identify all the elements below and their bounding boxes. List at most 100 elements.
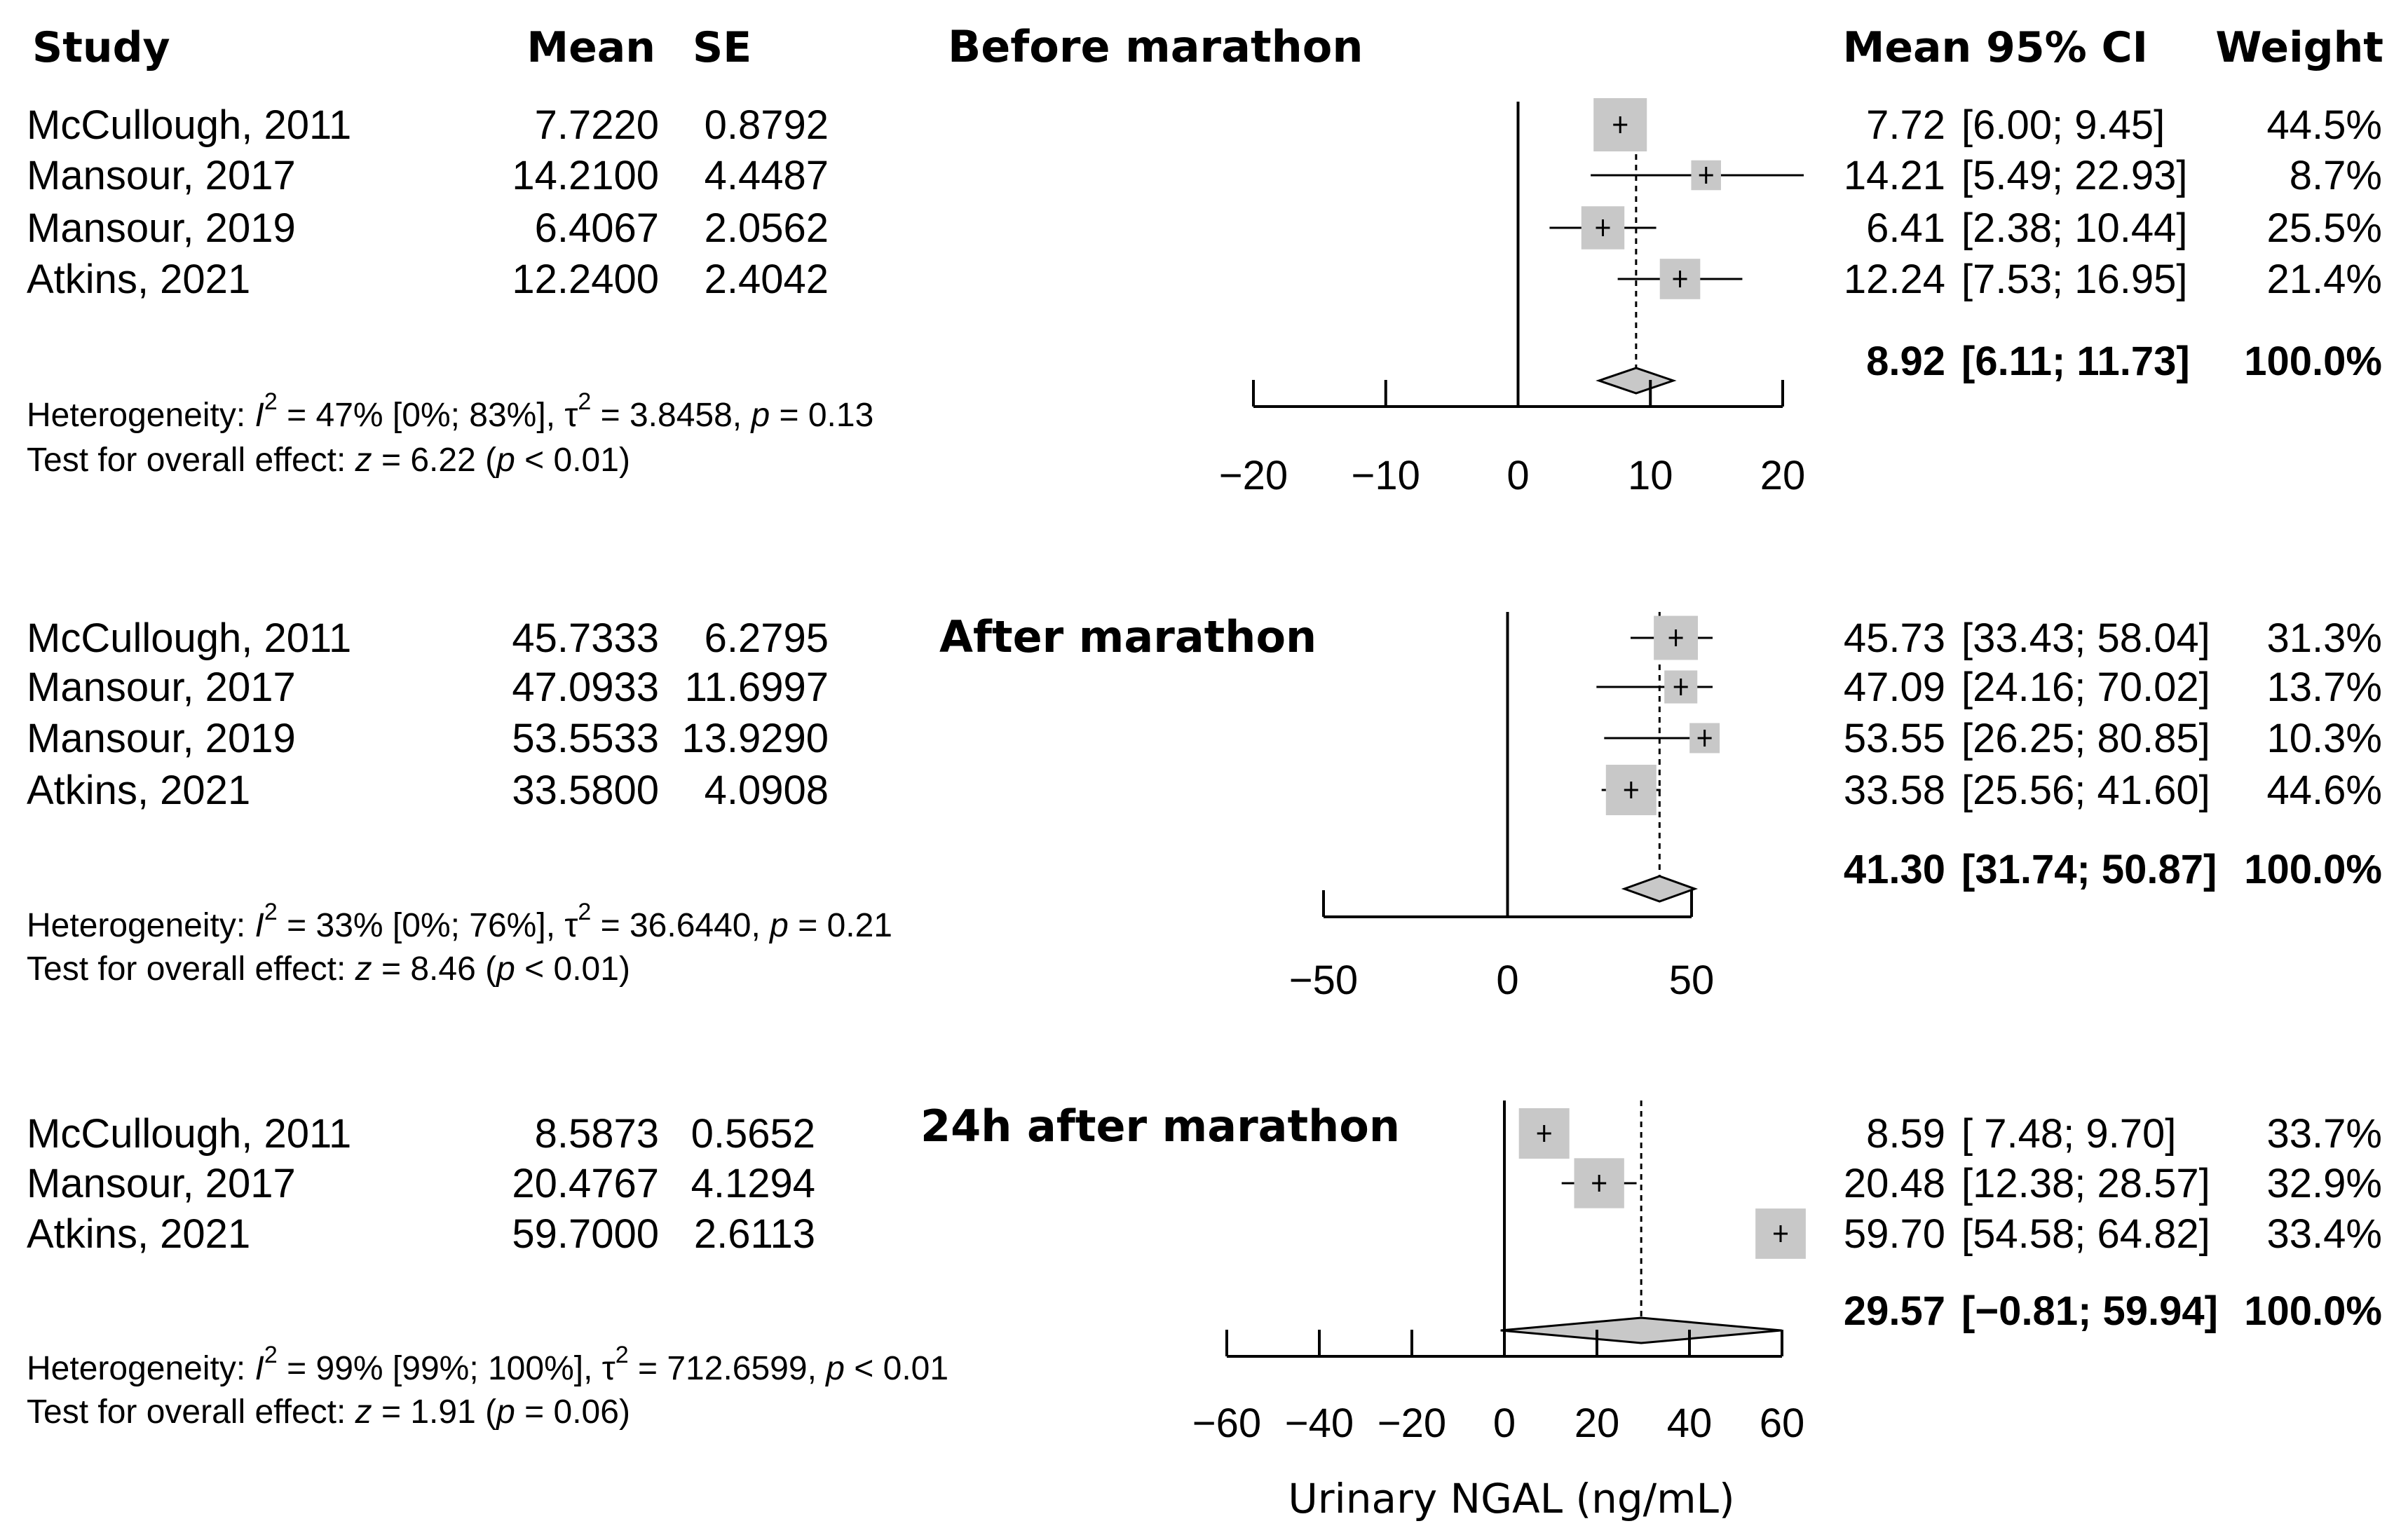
x-tick-label: −20 <box>1378 1401 1446 1446</box>
p-symbol: p <box>495 442 515 479</box>
study-weight: 33.4% <box>2267 1211 2382 1257</box>
heterogeneity-label: Heterogeneity: <box>27 397 255 434</box>
overall-effect-text: Test for overall effect: z = 1.91 (p = 0… <box>27 1394 630 1431</box>
z-symbol: z <box>355 442 372 479</box>
study-name: Atkins, 2021 <box>27 1211 250 1257</box>
z-value: = 8.46 ( <box>372 950 496 988</box>
summary-estimate: 41.30 <box>1844 847 1945 892</box>
overall-effect-label: Test for overall effect: <box>27 1394 355 1431</box>
study-mean: 33.5800 <box>512 768 659 813</box>
study-ci: [5.49; 22.93] <box>1961 153 2187 198</box>
study-mean: 12.2400 <box>512 257 659 302</box>
study-name: McCullough, 2011 <box>27 1111 351 1157</box>
study-estimate: 20.48 <box>1844 1161 1945 1206</box>
z-value: = 1.91 ( <box>372 1394 496 1431</box>
overall-effect-text: Test for overall effect: z = 6.22 (p < 0… <box>27 442 630 479</box>
study-estimate: 12.24 <box>1844 257 1945 302</box>
x-tick-label: 20 <box>1760 453 1806 498</box>
x-tick-label: 0 <box>1506 453 1529 498</box>
summary-diamond <box>1596 367 1677 395</box>
study-se: 2.4042 <box>705 257 829 302</box>
study-name: McCullough, 2011 <box>27 615 351 661</box>
heterogeneity-text: Heterogeneity: I2 = 33% [0%; 76%], τ2 = … <box>27 899 892 944</box>
p-value: < 0.01) <box>515 442 630 479</box>
x-tick-label: 60 <box>1760 1401 1805 1446</box>
study-estimate: 14.21 <box>1844 153 1945 198</box>
overall-effect-label: Test for overall effect: <box>27 442 355 479</box>
summary-ci: [31.74; 50.87] <box>1961 847 2217 892</box>
heterogeneity-text: Heterogeneity: I2 = 99% [99%; 100%], τ2 … <box>27 1342 948 1387</box>
panel-title: 24h after marathon <box>920 1101 1400 1152</box>
study-se: 2.0562 <box>705 205 829 251</box>
study-se: 0.8792 <box>705 102 829 148</box>
study-weight: 10.3% <box>2267 716 2382 761</box>
tau-symbol: τ <box>602 1350 615 1387</box>
study-mean: 14.2100 <box>512 153 659 198</box>
study-ci: [25.56; 41.60] <box>1961 768 2210 813</box>
study-weight: 33.7% <box>2267 1111 2382 1157</box>
x-axis-label: Urinary NGAL (ng/mL) <box>1288 1475 1734 1522</box>
study-mean: 45.7333 <box>512 615 659 661</box>
header-mean: Mean <box>526 23 655 72</box>
study-estimate: 45.73 <box>1844 615 1945 661</box>
study-name: Mansour, 2019 <box>27 716 296 761</box>
study-se: 11.6997 <box>685 665 829 710</box>
study-ci: [54.58; 64.82] <box>1961 1211 2210 1257</box>
header-weight: Weight <box>2215 23 2383 72</box>
x-tick-label: 10 <box>1628 453 1673 498</box>
summary-weight: 100.0% <box>2244 847 2382 892</box>
p-value: < 0.01) <box>515 950 630 988</box>
summary-estimate: 8.92 <box>1866 339 1945 384</box>
p-value: < 0.01 <box>845 1350 948 1387</box>
forest-panel: After marathon McCullough, 2011 45.7333 6.2… <box>27 611 2382 1003</box>
summary-diamond <box>1621 875 1699 903</box>
x-tick-label: −50 <box>1289 958 1358 1003</box>
p-symbol: p <box>749 397 770 434</box>
x-tick-label: 0 <box>1496 958 1518 1003</box>
x-tick-label: −10 <box>1352 453 1420 498</box>
study-se: 6.2795 <box>705 615 829 661</box>
study-se: 0.5652 <box>691 1111 815 1157</box>
tau-superscript: 2 <box>578 388 591 415</box>
summary-diamond <box>1500 1316 1782 1344</box>
study-ci: [2.38; 10.44] <box>1961 205 2187 251</box>
study-se: 13.9290 <box>681 716 829 761</box>
study-ci: [ 7.48; 9.70] <box>1961 1111 2176 1157</box>
header-ci: Mean 95% CI <box>1843 23 2148 72</box>
i2-superscript: 2 <box>264 388 278 415</box>
z-symbol: z <box>355 1394 372 1431</box>
x-tick-label: −20 <box>1219 453 1288 498</box>
x-tick-label: 40 <box>1667 1401 1713 1446</box>
study-se: 4.4487 <box>705 153 829 198</box>
p-symbol: p <box>495 950 515 988</box>
study-name: Mansour, 2017 <box>27 1161 296 1206</box>
study-estimate: 33.58 <box>1844 768 1945 813</box>
z-symbol: z <box>355 950 372 988</box>
study-se: 4.0908 <box>705 768 829 813</box>
study-name: Mansour, 2017 <box>27 665 296 710</box>
study-mean: 53.5533 <box>512 716 659 761</box>
i2-value: = 99% [99%; 100%], <box>278 1350 602 1387</box>
tau-superscript: 2 <box>615 1342 629 1368</box>
study-weight: 25.5% <box>2267 205 2382 251</box>
x-tick-label: −40 <box>1285 1401 1354 1446</box>
panel-title: Before marathon <box>948 21 1363 72</box>
header-study: Study <box>32 23 170 72</box>
study-mean: 47.0933 <box>512 665 659 710</box>
study-ci: [7.53; 16.95] <box>1961 257 2187 302</box>
i2-symbol: I <box>255 397 264 434</box>
i2-value: = 33% [0%; 76%], <box>278 907 565 944</box>
tau-value: = 36.6440, <box>591 907 770 944</box>
study-estimate: 59.70 <box>1844 1211 1945 1257</box>
x-tick-label: 50 <box>1669 958 1715 1003</box>
study-se: 2.6113 <box>694 1211 815 1257</box>
tau-superscript: 2 <box>578 899 591 925</box>
p-value: = 0.06) <box>515 1394 630 1431</box>
z-value: = 6.22 ( <box>372 442 496 479</box>
summary-ci: [−0.81; 59.94] <box>1961 1288 2218 1334</box>
heterogeneity-label: Heterogeneity: <box>27 907 255 944</box>
study-weight: 31.3% <box>2267 615 2382 661</box>
heterogeneity-text: Heterogeneity: I2 = 47% [0%; 83%], τ2 = … <box>27 388 873 434</box>
overall-effect-text: Test for overall effect: z = 8.46 (p < 0… <box>27 950 630 988</box>
